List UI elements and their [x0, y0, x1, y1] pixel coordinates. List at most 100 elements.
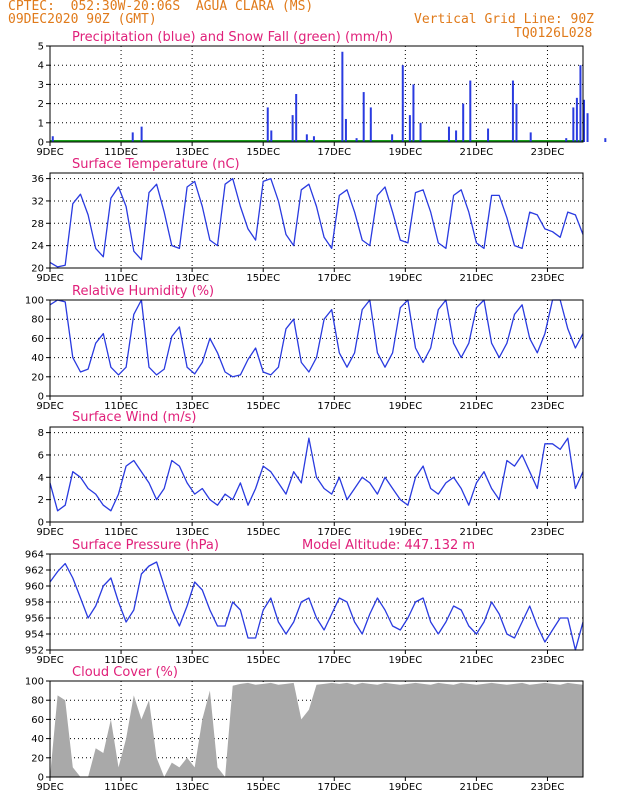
- y-tick-label: 40: [31, 734, 44, 745]
- panel-frame: [49, 680, 584, 778]
- panel-title-wind: Surface Wind (m/s): [72, 410, 196, 425]
- precip-bar: [266, 107, 269, 142]
- y-tick-label: 964: [25, 550, 44, 561]
- series-line: [49, 299, 584, 378]
- panel-frame: [49, 299, 584, 397]
- y-tick-label: 24: [31, 241, 44, 252]
- panel-frame: [49, 45, 584, 143]
- y-tick-label: 956: [25, 614, 44, 625]
- panel-frame: [49, 553, 584, 651]
- x-tick-label: 11DEC: [104, 401, 138, 412]
- x-tick-label: 23DEC: [531, 401, 565, 412]
- series-line: [49, 437, 584, 512]
- y-tick-label: 0: [38, 518, 44, 529]
- x-tick-label: 17DEC: [317, 655, 351, 666]
- y-tick-label: 1: [38, 118, 44, 129]
- header-date: 09DEC2020 90Z (GMT): [8, 12, 157, 27]
- precip-bar: [419, 122, 422, 142]
- x-tick-label: 21DEC: [460, 655, 494, 666]
- precip-bar: [604, 138, 607, 142]
- x-tick-label: 9DEC: [36, 655, 63, 666]
- y-tick-label: 0: [38, 392, 44, 403]
- x-tick-label: 23DEC: [531, 527, 565, 538]
- y-tick-label: 4: [38, 61, 44, 72]
- y-tick-label: 0: [38, 773, 44, 784]
- x-tick-label: 15DEC: [246, 273, 280, 284]
- precip-bar: [579, 65, 582, 142]
- precip-bar: [51, 136, 54, 142]
- precip-bar: [572, 107, 575, 142]
- y-tick-label: 36: [31, 174, 44, 185]
- x-tick-label: 11DEC: [104, 655, 138, 666]
- precip-bar: [341, 51, 344, 143]
- y-tick-label: 100: [25, 677, 44, 688]
- y-tick-label: 32: [31, 196, 44, 207]
- y-tick-label: 40: [31, 353, 44, 364]
- precip-bar: [312, 136, 315, 142]
- x-tick-label: 13DEC: [175, 273, 209, 284]
- panel-humidity: Relative Humidity (%) 0 20 40 60 80 100 9DEC 11…: [25, 284, 584, 412]
- y-tick-label: 60: [31, 715, 44, 726]
- precip-bar: [391, 134, 394, 142]
- cloud-area: [50, 682, 583, 777]
- x-tick-label: 17DEC: [317, 147, 351, 158]
- panel-title-temperature: Surface Temperature (nC): [72, 157, 240, 172]
- y-tick-label: 20: [31, 372, 44, 383]
- x-tick-label: 9DEC: [36, 147, 63, 158]
- y-tick-label: 4: [38, 473, 44, 484]
- x-tick-label: 21DEC: [460, 527, 494, 538]
- precip-bar: [455, 130, 458, 142]
- precip-bar: [270, 130, 273, 142]
- x-tick-label: 19DEC: [388, 782, 422, 793]
- y-tick-label: 3: [38, 80, 44, 91]
- panel-wind: Surface Wind (m/s) 0 2 4 6 8 9DEC 11DEC 13DEC 15…: [36, 410, 584, 538]
- x-tick-label: 19DEC: [388, 655, 422, 666]
- y-tick-label: 958: [25, 598, 44, 609]
- precip-bar: [401, 65, 404, 142]
- precip-bar: [412, 84, 415, 142]
- precip-bar: [362, 92, 365, 142]
- x-tick-label: 17DEC: [317, 273, 351, 284]
- precip-bar: [305, 134, 308, 142]
- x-tick-label: 23DEC: [531, 655, 565, 666]
- x-tick-label: 19DEC: [388, 401, 422, 412]
- x-tick-label: 13DEC: [175, 782, 209, 793]
- y-tick-label: 20: [31, 753, 44, 764]
- x-tick-label: 21DEC: [460, 782, 494, 793]
- x-tick-label: 15DEC: [246, 401, 280, 412]
- precip-bar: [515, 103, 518, 142]
- precip-bar: [140, 126, 143, 142]
- x-tick-label: 9DEC: [36, 401, 63, 412]
- panel-title-humidity: Relative Humidity (%): [72, 284, 214, 299]
- precip-bar: [511, 80, 514, 142]
- panel-pressure: Surface Pressure (hPa) Model Altitude: 4…: [25, 538, 584, 666]
- x-tick-label: 13DEC: [175, 527, 209, 538]
- precip-bar: [447, 126, 450, 142]
- precip-bar: [565, 138, 568, 142]
- y-tick-label: 2: [38, 99, 44, 110]
- panel-frame: [49, 172, 584, 269]
- x-tick-label: 23DEC: [531, 273, 565, 284]
- x-tick-label: 23DEC: [531, 147, 565, 158]
- x-tick-label: 17DEC: [317, 527, 351, 538]
- x-tick-label: 11DEC: [104, 273, 138, 284]
- y-tick-label: 0: [38, 138, 44, 149]
- x-tick-label: 13DEC: [175, 147, 209, 158]
- precip-bar: [295, 94, 298, 142]
- x-tick-label: 11DEC: [104, 147, 138, 158]
- panel-title-precipitation: Precipitation (blue) and Snow Fall (gree…: [72, 30, 393, 45]
- x-tick-label: 15DEC: [246, 527, 280, 538]
- x-tick-label: 19DEC: [388, 147, 422, 158]
- precip-bar: [355, 138, 358, 142]
- x-tick-label: 9DEC: [36, 782, 63, 793]
- x-tick-label: 21DEC: [460, 401, 494, 412]
- precip-bar: [369, 107, 372, 142]
- x-tick-label: 13DEC: [175, 401, 209, 412]
- y-tick-label: 2: [38, 495, 44, 506]
- precip-bar: [583, 99, 585, 142]
- precip-bar: [291, 115, 294, 142]
- series-line: [49, 177, 584, 268]
- y-tick-label: 100: [25, 296, 44, 307]
- precip-bar: [469, 80, 472, 142]
